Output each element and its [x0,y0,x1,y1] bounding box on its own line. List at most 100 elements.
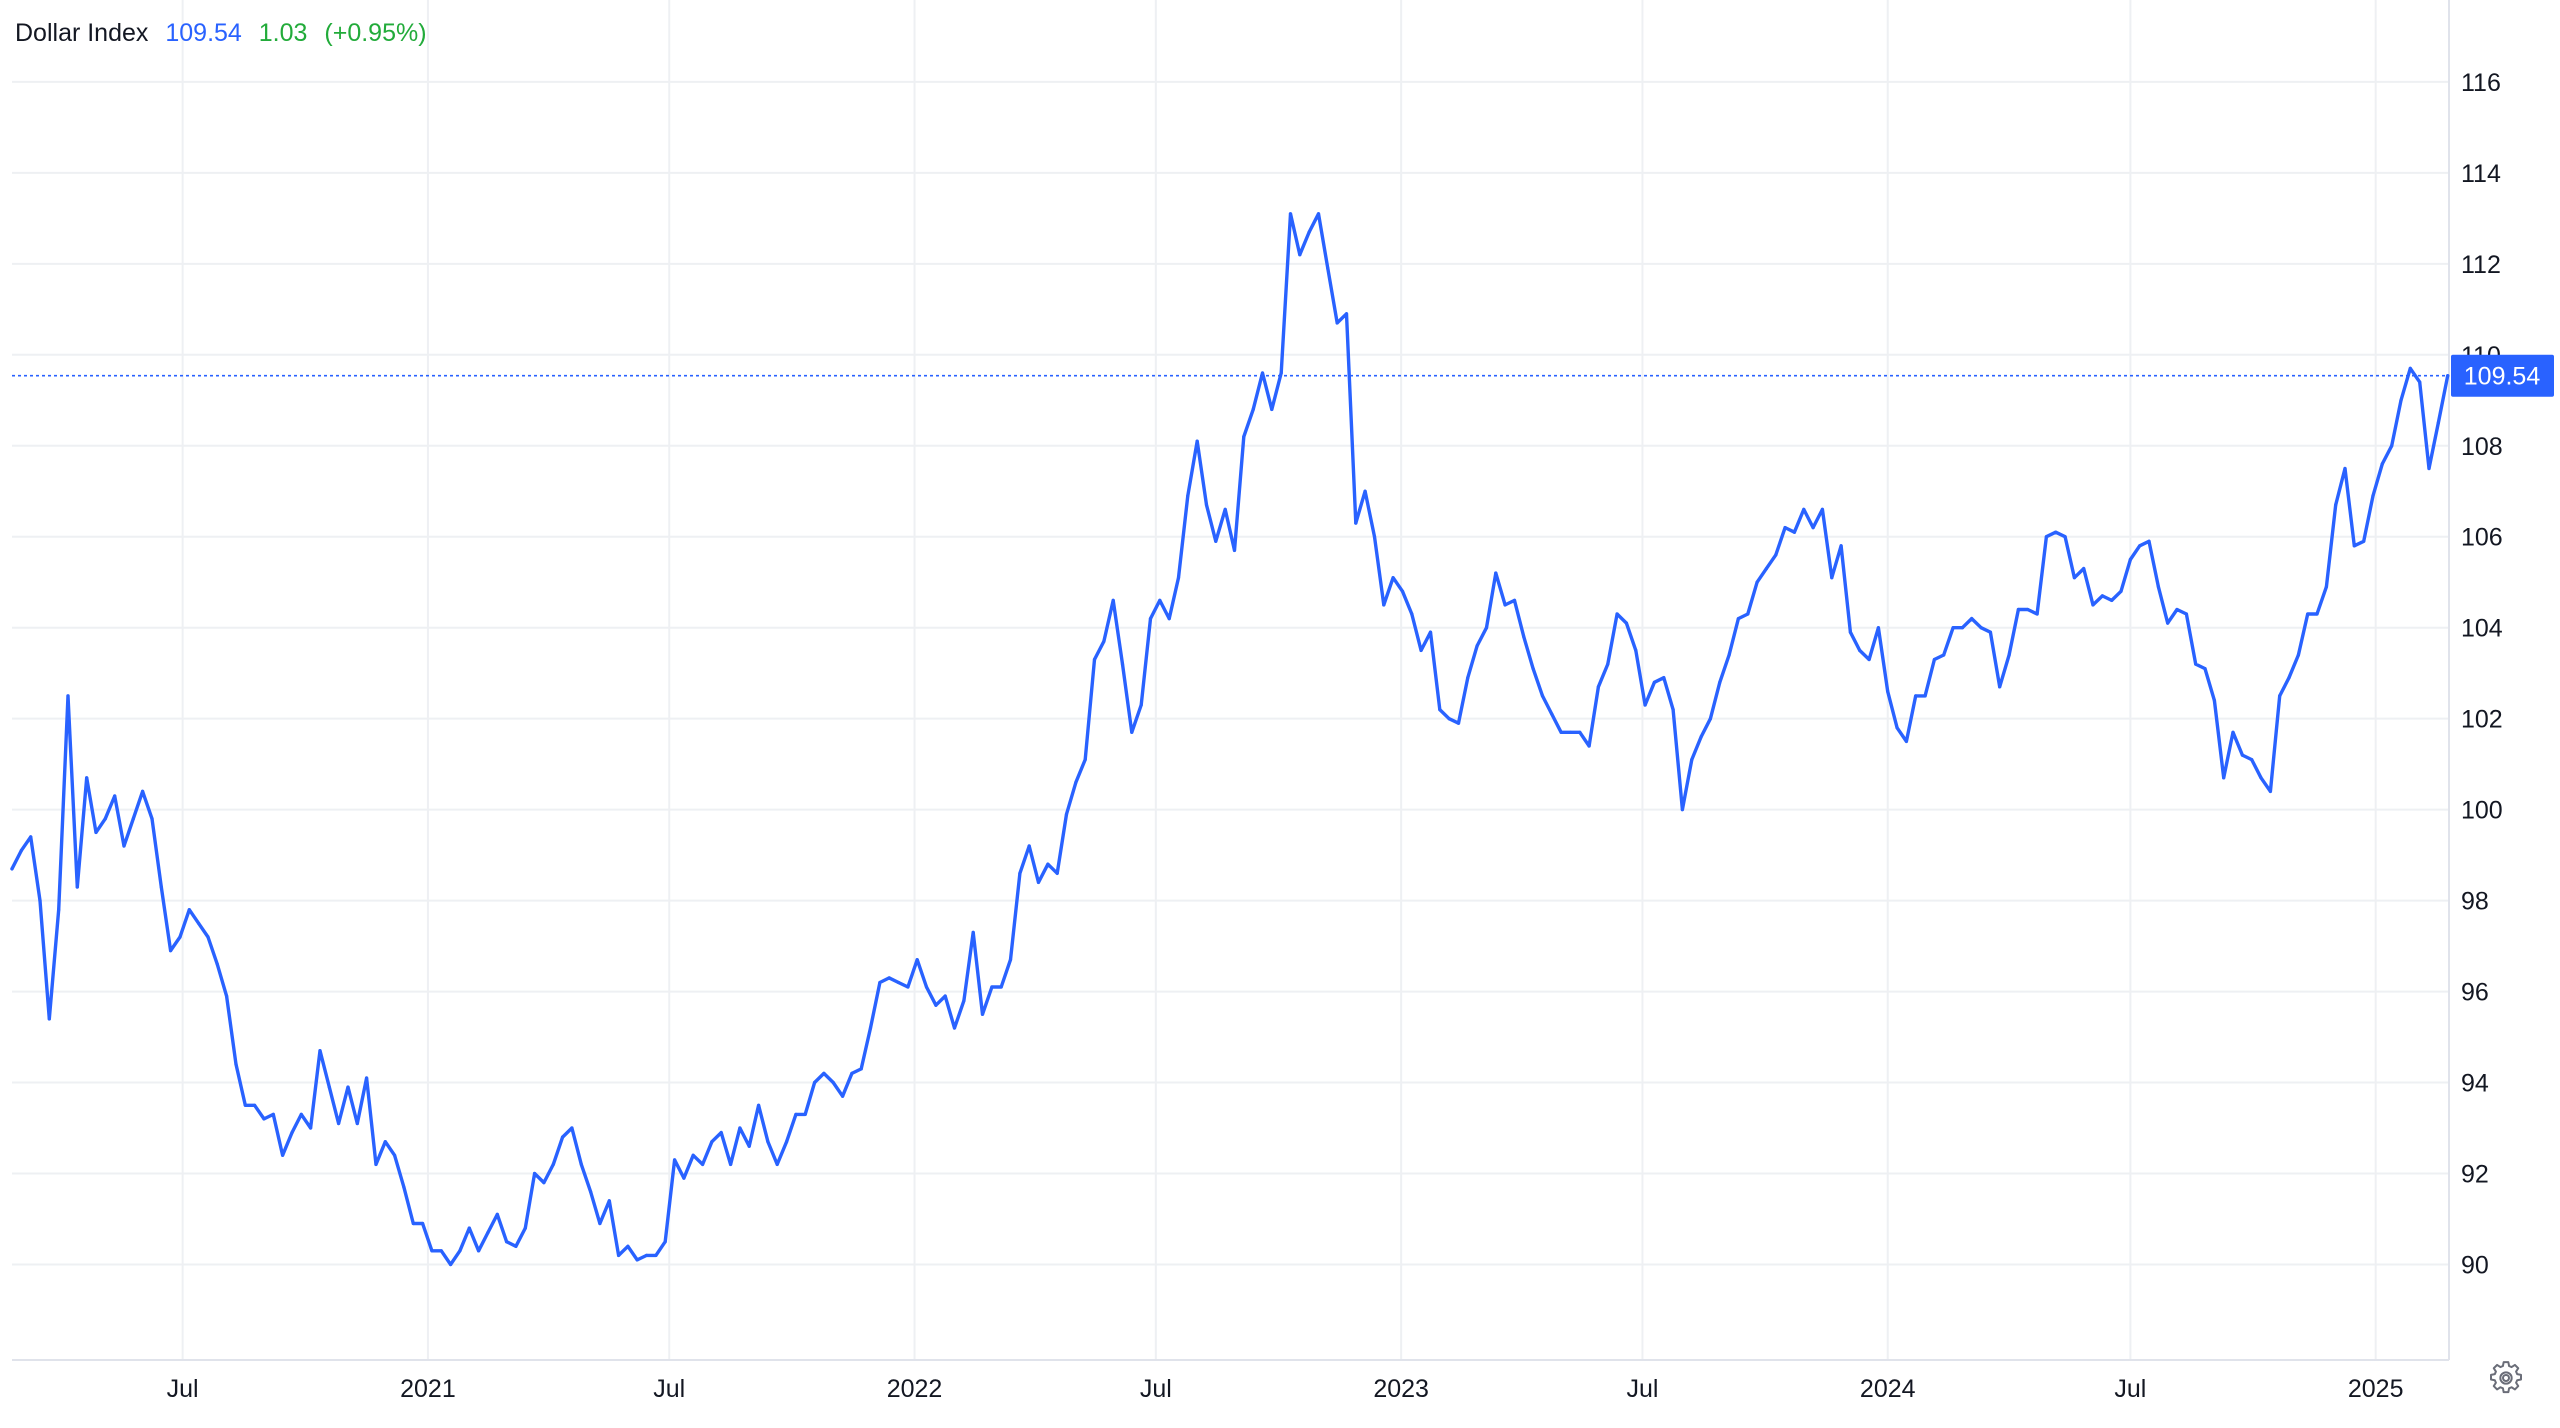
data-point [2231,730,2235,734]
data-point [1335,321,1339,325]
data-point [924,985,929,989]
data-point [1699,735,1703,739]
current-price-badge: 109.54 [2451,354,2554,397]
data-point [1139,703,1143,707]
data-point [1391,576,1395,580]
data-point [934,1003,938,1007]
data-point [2250,758,2254,762]
data-point [2166,621,2170,625]
data-point [2315,612,2319,616]
data-point [1624,621,1628,625]
data-point [729,1162,733,1166]
data-point [915,958,919,962]
data-point [1251,407,1255,411]
data-point [738,1126,742,1130]
data-point [1783,526,1787,530]
data-point [1718,680,1722,684]
data-point [598,1221,602,1226]
data-point [243,1103,247,1107]
data-point [1419,648,1423,653]
data-point [1503,603,1507,607]
data-point [1363,489,1367,493]
data-point [1176,576,1181,580]
data-point [775,1162,779,1166]
data-point [197,921,201,925]
data-point [486,1231,490,1235]
data-point [1615,612,1619,616]
data-point [822,1071,826,1075]
data-point [234,1062,238,1066]
data-point [999,985,1003,989]
data-point [766,1140,770,1144]
y-tick-label: 112 [2461,251,2501,279]
data-point [757,1103,761,1107]
data-point [187,908,191,912]
data-point [1550,712,1554,716]
data-point [505,1240,509,1244]
data-point [2334,503,2338,507]
data-point [299,1112,303,1116]
data-point [402,1185,406,1189]
data-point [1708,717,1712,721]
data-point [719,1131,723,1135]
x-tick-label: 2025 [2348,1375,2404,1403]
data-point [813,1080,817,1085]
data-point [38,899,42,903]
data-point [327,1085,331,1089]
series-points [10,212,2450,1267]
data-point [859,1067,863,1071]
settings-button[interactable] [2486,1358,2526,1398]
data-point [1876,626,1880,630]
data-point [1596,685,1600,689]
data-point [2324,585,2328,589]
data-point [1008,958,1013,962]
data-point [1970,617,1974,621]
data-point [2082,567,2086,571]
data-point [794,1112,798,1116]
legend-last-value: 109.54 [165,19,242,47]
price-axis[interactable]: 9092949698100102104106108110112114116 [2461,69,2503,1280]
data-point [803,1112,807,1116]
data-point [1680,808,1684,812]
data-point [673,1158,677,1162]
data-point [1914,694,1918,698]
data-point [1522,635,1526,639]
data-point [785,1140,789,1144]
data-point [1447,717,1451,721]
data-point [169,949,173,953]
time-axis[interactable]: Jul 2021 Jul 2022 Jul 2023 Jul 2024 Jul 2025 [167,1375,2404,1403]
x-tick-label: Jul [1140,1375,1172,1403]
data-point [421,1221,425,1226]
data-point [318,1049,322,1053]
data-point [710,1140,714,1144]
data-point [2044,535,2048,539]
data-point [1298,253,1302,257]
data-point [449,1262,453,1267]
data-point [2296,653,2300,657]
data-point [1512,598,1517,603]
y-tick-label: 116 [2461,69,2501,97]
data-point [1102,639,1106,643]
data-point [66,694,70,698]
data-point [1634,648,1638,653]
data-point [178,935,182,939]
x-tick-label: Jul [2114,1375,2146,1403]
data-point [2259,776,2263,780]
data-point [1923,694,1927,698]
data-point [1531,667,1535,671]
data-point [19,849,23,853]
data-point [1064,812,1069,816]
legend-symbol-name: Dollar Index [15,19,149,47]
data-point [1764,567,1768,571]
data-point [1895,726,1899,730]
data-point [1727,653,1731,657]
data-point [2147,539,2151,543]
data-point [1204,503,1209,507]
data-point [1195,439,1199,443]
data-point [887,976,891,980]
data-point [850,1071,854,1075]
data-point [2212,698,2216,703]
y-tick-label: 104 [2461,615,2503,643]
